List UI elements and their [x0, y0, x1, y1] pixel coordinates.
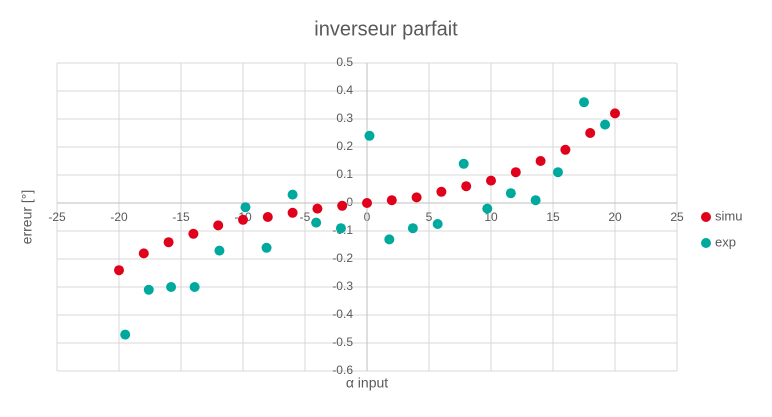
x-tick-label: 10: [484, 210, 498, 224]
data-point: [407, 223, 418, 234]
x-tick-label: -20: [110, 210, 128, 224]
data-point: [189, 282, 200, 292]
x-tick-label: -25: [48, 210, 66, 224]
data-point: [213, 220, 224, 231]
y-tick-label: 0: [346, 195, 353, 209]
data-point: [240, 202, 251, 213]
y-tick-label: 0.3: [336, 111, 353, 125]
x-tick-label: -15: [172, 210, 190, 224]
y-tick-label: 0.5: [336, 55, 353, 69]
y-tick-label: 0.4: [336, 83, 353, 97]
data-point: [138, 248, 149, 259]
y-tick-label: -0.4: [332, 307, 353, 321]
chart-title: inverseur parfait: [314, 18, 458, 40]
data-point: [287, 189, 298, 200]
data-point: [238, 214, 248, 225]
data-point: [585, 128, 596, 138]
data-point: [312, 203, 323, 214]
data-point: [461, 181, 472, 192]
x-tick-label: -5: [300, 210, 311, 224]
y-tick-label: -0.6: [332, 363, 353, 377]
y-tick-label: 0.1: [336, 167, 353, 181]
data-point: [552, 167, 563, 178]
data-point: [530, 195, 541, 206]
y-tick-label: -0.2: [332, 251, 353, 265]
y-tick-label: 0.2: [336, 139, 353, 153]
legend-label: exp: [715, 234, 736, 249]
data-point: [458, 158, 469, 169]
data-point: [510, 167, 521, 178]
legend-label: simu: [715, 208, 742, 223]
data-point: [535, 156, 546, 166]
data-point: [188, 228, 199, 239]
y-tick-label: -0.5: [332, 335, 353, 349]
legend-marker: [701, 238, 711, 248]
data-point: [505, 188, 516, 199]
data-point: [432, 219, 443, 229]
data-point: [560, 144, 571, 155]
data-point: [214, 245, 225, 256]
x-tick-label: 5: [426, 210, 433, 224]
data-point: [362, 198, 372, 208]
x-axis-label: α input: [346, 375, 388, 391]
data-point: [610, 108, 620, 119]
y-tick-label: -0.3: [332, 279, 353, 293]
x-tick-label: 15: [546, 210, 560, 224]
data-point: [436, 186, 447, 197]
legend-marker: [701, 212, 711, 222]
data-point: [287, 207, 298, 218]
data-point: [143, 284, 154, 295]
data-point: [579, 97, 589, 108]
data-point: [311, 217, 322, 228]
data-point: [482, 203, 493, 214]
data-point: [364, 130, 375, 141]
data-point: [486, 175, 496, 186]
data-point: [163, 237, 174, 248]
data-point: [384, 234, 395, 245]
data-point: [386, 195, 397, 206]
data-point: [261, 242, 272, 253]
y-axis-label: erreur [°]: [19, 190, 35, 245]
data-point: [114, 265, 124, 276]
data-point: [262, 212, 273, 222]
data-point: [335, 223, 346, 234]
x-tick-label: 25: [670, 210, 684, 224]
data-point: [411, 192, 422, 203]
data-point: [166, 282, 177, 292]
data-point: [600, 119, 611, 130]
x-tick-label: 20: [608, 210, 622, 224]
data-point: [120, 329, 131, 340]
data-point: [337, 200, 348, 211]
